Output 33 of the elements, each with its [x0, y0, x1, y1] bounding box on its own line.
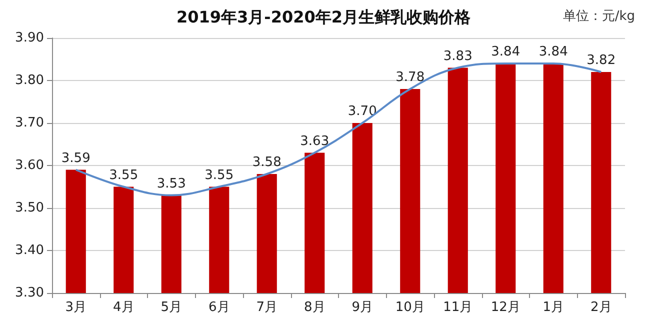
- data-label: 3.83: [443, 48, 472, 64]
- data-label: 3.84: [538, 44, 568, 60]
- data-label: 3.59: [61, 150, 90, 166]
- data-label: 3.63: [300, 134, 330, 149]
- x-tick-label: 7月: [256, 300, 278, 315]
- chart-title: 2019年3月-2020年2月生鲜乳收购价格: [176, 8, 472, 26]
- data-label: 3.53: [156, 176, 186, 192]
- y-tick-label: 3.60: [15, 158, 44, 173]
- text: 单位：元/kg: [562, 9, 636, 24]
- data-label: 3.55: [109, 168, 138, 183]
- y-tick-label: 3.50: [15, 200, 44, 216]
- x-tick-label: 4月: [112, 300, 134, 315]
- data-label: 3.70: [348, 104, 377, 119]
- x-tick-label: 6月: [208, 300, 230, 315]
- x-tick-label: 5月: [160, 300, 182, 315]
- y-tick-label: 3.40: [15, 243, 44, 258]
- x-tick-label: 10月: [395, 300, 425, 315]
- data-label: 3.82: [586, 53, 616, 68]
- x-tick-label: 2月: [590, 300, 612, 315]
- x-tick-label: 8月: [304, 300, 326, 315]
- data-label: 3.78: [396, 70, 425, 85]
- x-tick-label: 9月: [352, 300, 374, 315]
- data-label: 3.84: [491, 44, 520, 60]
- data-label: 3.55: [204, 168, 234, 183]
- y-tick-label: 3.80: [15, 73, 44, 88]
- data-label: 3.58: [252, 155, 282, 170]
- x-tick-label: 1月: [542, 300, 564, 315]
- x-tick-label: 12月: [490, 300, 520, 315]
- y-tick-label: 3.90: [15, 30, 44, 46]
- y-tick-label: 3.70: [15, 116, 44, 130]
- x-tick-label: 3月: [65, 300, 87, 315]
- x-tick-label: 11月: [443, 300, 473, 315]
- y-tick-label: 3.30: [15, 286, 44, 300]
